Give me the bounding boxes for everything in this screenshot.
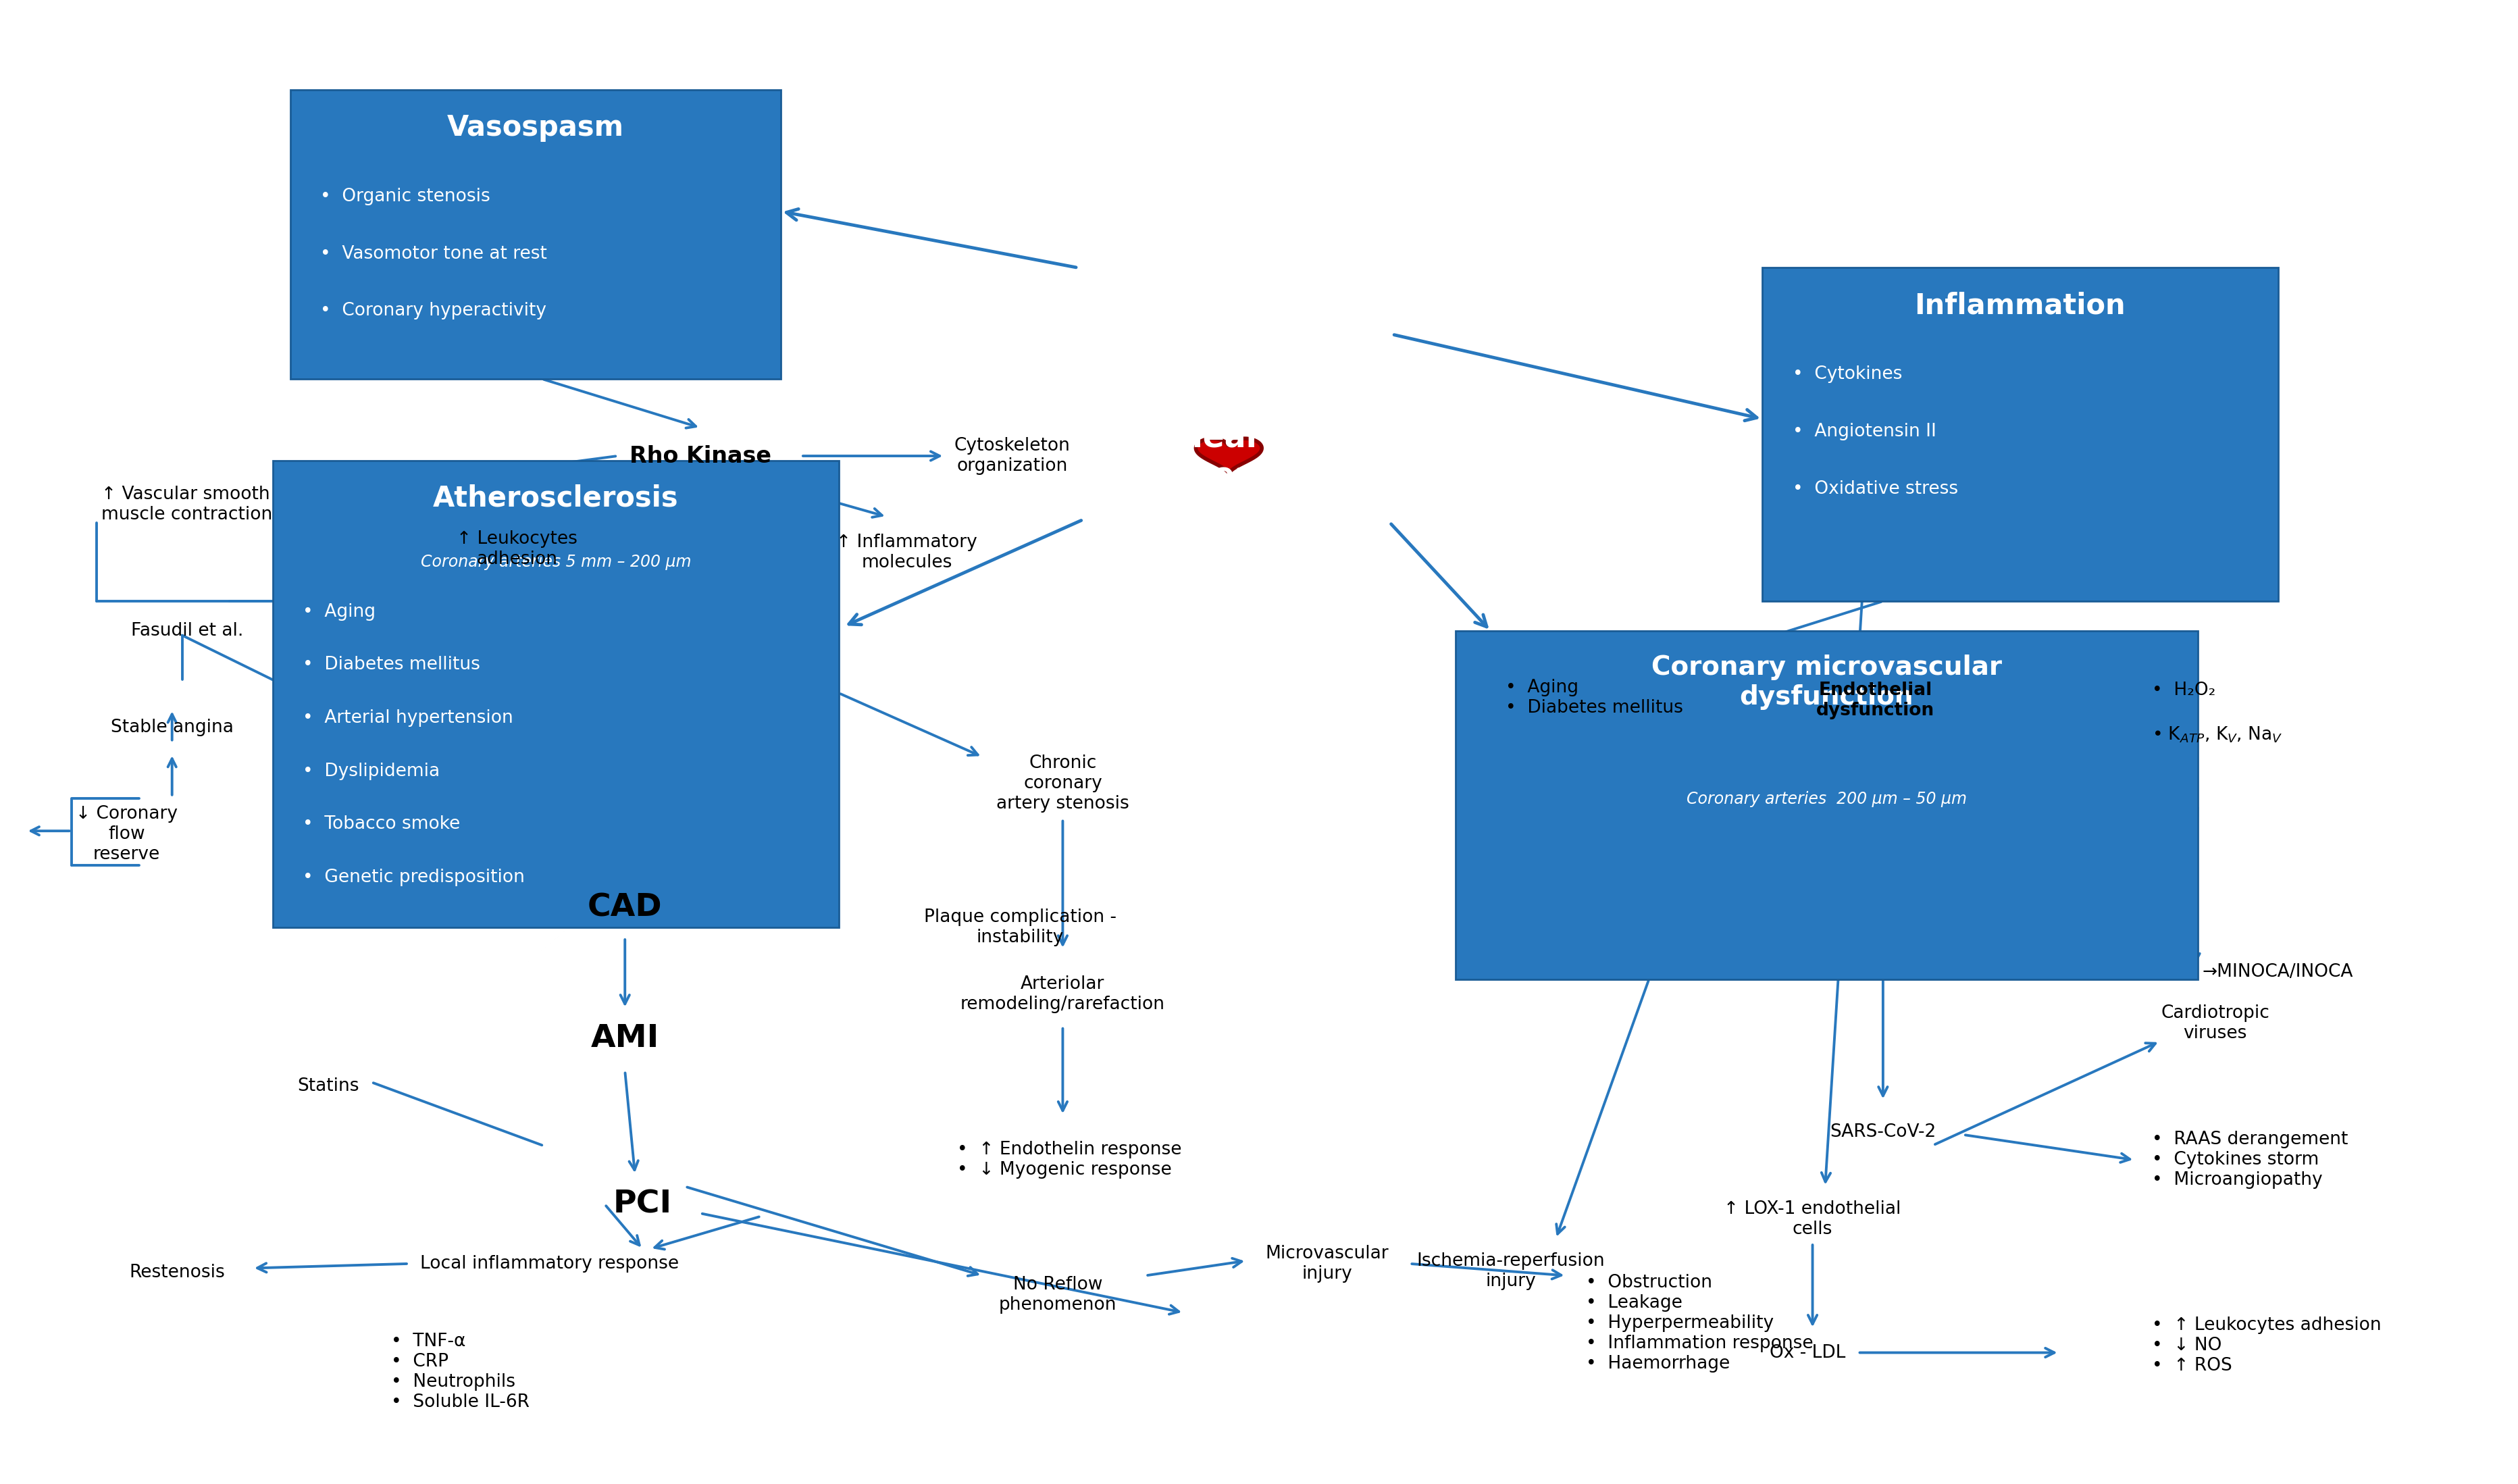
Text: •  Oxidative stress: • Oxidative stress — [1793, 481, 1959, 497]
Text: •  ↑ Leukocytes adhesion
•  ↓ NO
•  ↑ ROS: • ↑ Leukocytes adhesion • ↓ NO • ↑ ROS — [2153, 1316, 2382, 1374]
Text: Coronary arteries 5 mm – 200 μm: Coronary arteries 5 mm – 200 μm — [421, 554, 690, 570]
Text: •  Genetic predisposition: • Genetic predisposition — [302, 868, 526, 886]
Text: • K$_{ATP}$, K$_V$, Na$_V$: • K$_{ATP}$, K$_V$, Na$_V$ — [2153, 726, 2284, 743]
Text: •  Tobacco smoke: • Tobacco smoke — [302, 816, 461, 833]
Text: Coronary microvascular
dysfunction: Coronary microvascular dysfunction — [1652, 654, 2002, 709]
Text: Rho Kinase: Rho Kinase — [630, 445, 771, 467]
Text: No Reflow
phenomenon: No Reflow phenomenon — [1000, 1276, 1115, 1313]
Text: •  Organic stenosis: • Organic stenosis — [320, 187, 491, 205]
FancyBboxPatch shape — [290, 91, 781, 378]
FancyBboxPatch shape — [272, 460, 838, 928]
Text: Arteriolar
remodeling/rarefaction: Arteriolar remodeling/rarefaction — [959, 975, 1166, 1014]
Text: •  Coronary hyperactivity: • Coronary hyperactivity — [320, 303, 546, 319]
Text: AMI: AMI — [592, 1024, 660, 1054]
Text: Inflammation: Inflammation — [1914, 291, 2125, 321]
Text: ↑ Leukocytes
adhesion: ↑ Leukocytes adhesion — [456, 530, 577, 568]
Text: SARS-CoV-2: SARS-CoV-2 — [1831, 1123, 1936, 1141]
Text: •  Arterial hypertension: • Arterial hypertension — [302, 709, 514, 727]
Text: Fasudil et al.: Fasudil et al. — [131, 622, 244, 640]
Text: Plaque complication -
instability: Plaque complication - instability — [924, 908, 1115, 947]
Text: Statins: Statins — [297, 1077, 360, 1095]
Text: CAD: CAD — [587, 893, 662, 923]
Text: •  TNF-α
•  CRP
•  Neutrophils
•  Soluble IL-6R: • TNF-α • CRP • Neutrophils • Soluble IL… — [390, 1333, 529, 1411]
Text: →MINOCA/INOCA: →MINOCA/INOCA — [2203, 963, 2354, 981]
FancyBboxPatch shape — [1455, 631, 2198, 979]
Text: •  Obstruction
•  Leakage
•  Hyperpermeability
•  Inflammation response
•  Haemo: • Obstruction • Leakage • Hyperpermeabil… — [1586, 1273, 1813, 1373]
Text: Vasospasm: Vasospasm — [448, 114, 624, 142]
Text: •  Diabetes mellitus: • Diabetes mellitus — [302, 656, 481, 674]
Text: •  Aging
•  Diabetes mellitus: • Aging • Diabetes mellitus — [1506, 678, 1682, 717]
Text: Chronic
coronary
artery stenosis: Chronic coronary artery stenosis — [997, 754, 1128, 813]
Text: Cardiotropic
viruses: Cardiotropic viruses — [2160, 1005, 2269, 1043]
Text: •  Aging: • Aging — [302, 603, 375, 620]
Text: ↑ LOX-1 endothelial
cells: ↑ LOX-1 endothelial cells — [1725, 1201, 1901, 1238]
Text: •  RAAS derangement
•  Cytokines storm
•  Microangiopathy: • RAAS derangement • Cytokines storm • M… — [2153, 1131, 2349, 1189]
Text: ↑ Vascular smooth
muscle contraction: ↑ Vascular smooth muscle contraction — [101, 485, 272, 524]
Text: Stable angina: Stable angina — [111, 718, 234, 736]
Text: ↑ Inflammatory
molecules: ↑ Inflammatory molecules — [836, 533, 977, 571]
Text: •  Cytokines: • Cytokines — [1793, 365, 1901, 383]
Text: Ox - LDL: Ox - LDL — [1770, 1345, 1846, 1361]
Text: Local inflammatory response: Local inflammatory response — [421, 1255, 680, 1272]
FancyBboxPatch shape — [1763, 267, 2279, 601]
Text: •  Angiotensin II: • Angiotensin II — [1793, 423, 1936, 441]
Text: PCI: PCI — [612, 1189, 672, 1220]
Text: Endothelial
dysfunction: Endothelial dysfunction — [1815, 681, 1934, 720]
Text: Ischemic
heart
disease: Ischemic heart disease — [1151, 386, 1307, 491]
Text: Microvascular
injury: Microvascular injury — [1264, 1245, 1387, 1282]
Polygon shape — [1196, 438, 1262, 473]
Text: ↓ Coronary
flow
reserve: ↓ Coronary flow reserve — [76, 804, 179, 862]
Text: Cytoskeleton
organization: Cytoskeleton organization — [954, 436, 1070, 475]
Text: Restenosis: Restenosis — [128, 1264, 224, 1281]
Text: •  Dyslipidemia: • Dyslipidemia — [302, 763, 441, 781]
Text: •  Vasomotor tone at rest: • Vasomotor tone at rest — [320, 245, 546, 263]
Text: •  H₂O₂: • H₂O₂ — [2153, 681, 2216, 699]
Text: Ischemia-reperfusion
injury: Ischemia-reperfusion injury — [1418, 1252, 1604, 1290]
Text: Atherosclerosis: Atherosclerosis — [433, 484, 677, 512]
Text: •  ↑ Endothelin response
•  ↓ Myogenic response: • ↑ Endothelin response • ↓ Myogenic res… — [957, 1141, 1181, 1178]
Text: Coronary arteries  200 μm – 50 μm: Coronary arteries 200 μm – 50 μm — [1687, 791, 1967, 807]
